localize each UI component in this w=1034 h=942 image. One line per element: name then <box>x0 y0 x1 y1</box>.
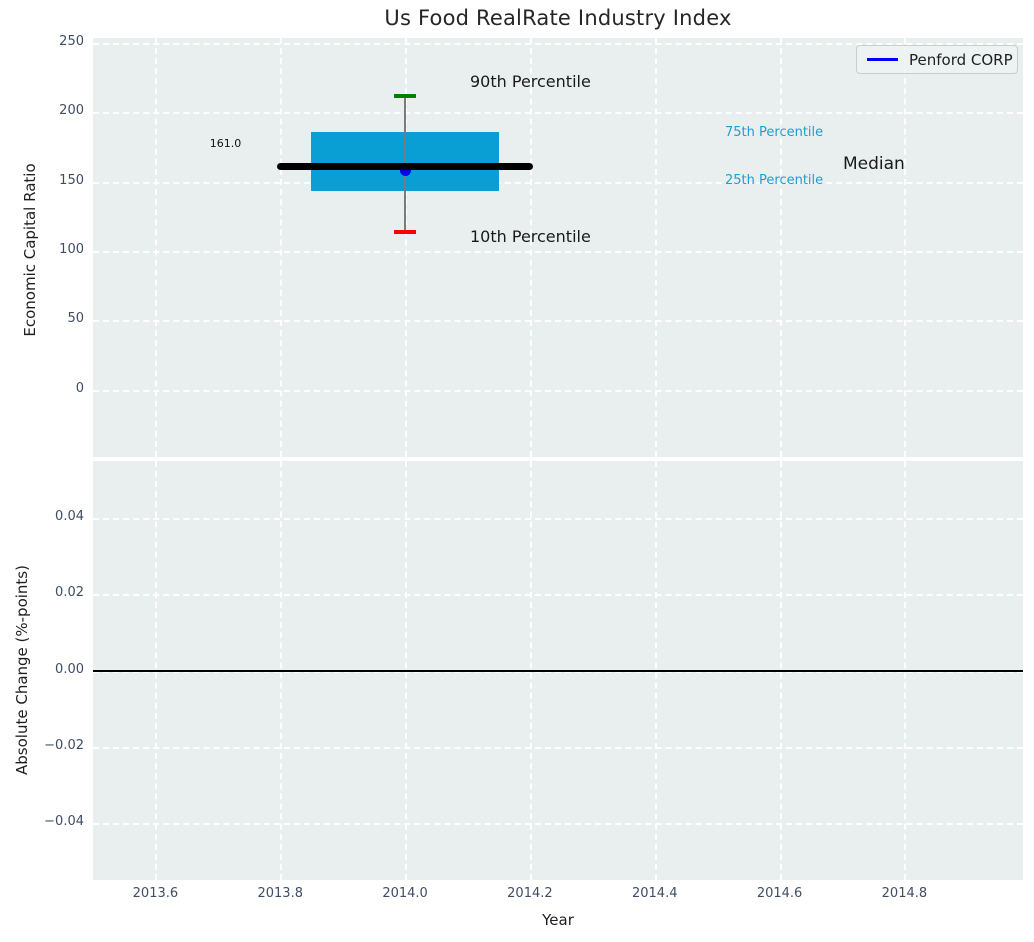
x-tick-label: 2014.2 <box>507 886 553 901</box>
annotation-75th-percentile: 75th Percentile <box>725 125 824 140</box>
y-gridline <box>93 746 1023 749</box>
y-tick-label: 0.04 <box>55 508 84 524</box>
annotation-90th-percentile: 90th Percentile <box>470 72 591 91</box>
y-tick-label: 200 <box>59 103 84 119</box>
annotation-10th-percentile: 10th Percentile <box>470 227 591 246</box>
y-gridline <box>93 250 1023 253</box>
x-tick-label: 2014.4 <box>631 886 678 901</box>
x-gridline <box>529 38 532 457</box>
y-tick-label: 50 <box>67 311 84 327</box>
y-gridline <box>93 670 1023 673</box>
y-tick-label: 100 <box>59 241 84 257</box>
y-gridline <box>93 42 1023 45</box>
company-value-marker <box>399 164 411 176</box>
x-gridline <box>155 38 158 457</box>
x-tick-label: 2014.6 <box>756 886 803 901</box>
x-axis-label: Year <box>542 911 574 929</box>
y-gridline <box>93 823 1023 826</box>
whisker-cap-90th <box>393 93 417 98</box>
x-tick-label: 2014.8 <box>881 886 928 901</box>
x-tick-label: 2014.0 <box>382 886 428 901</box>
figure-title: Us Food RealRate Industry Index <box>384 6 732 30</box>
y-gridline <box>93 181 1023 184</box>
x-gridline <box>779 38 782 457</box>
zero-line <box>93 669 1023 672</box>
y-gridline <box>93 389 1023 392</box>
y-tick-label: −0.02 <box>44 737 84 753</box>
median-value-label: 161.0 <box>209 137 242 150</box>
y-tick-label: 0.00 <box>55 661 84 677</box>
whisker-cap-10th <box>393 229 417 234</box>
legend-label: Penford CORP <box>909 50 1013 69</box>
x-gridline <box>405 38 408 457</box>
x-gridline <box>904 38 907 457</box>
y-tick-label: 150 <box>59 172 84 188</box>
x-gridline <box>280 38 283 457</box>
y-gridline <box>93 594 1023 597</box>
y-gridline <box>93 112 1023 115</box>
annotation-median: Median <box>843 154 905 174</box>
x-tick-label: 2013.8 <box>257 886 303 901</box>
legend-line-icon <box>867 58 898 61</box>
y-gridline <box>93 517 1023 520</box>
y-tick-label: 250 <box>59 33 84 49</box>
y-tick-label: 0.02 <box>55 585 84 601</box>
y-tick-label: −0.04 <box>44 814 84 830</box>
top-plot-area: 161.0 90th Percentile 10th Percentile 75… <box>93 38 1023 457</box>
x-tick-label: 2013.6 <box>132 886 179 901</box>
y-tick-label: 0 <box>75 380 84 396</box>
annotation-25th-percentile: 25th Percentile <box>725 173 824 188</box>
legend: Penford CORP <box>856 45 1018 74</box>
bottom-plot-area <box>93 461 1023 880</box>
x-gridline <box>654 38 657 457</box>
y-gridline <box>93 320 1023 323</box>
median-line <box>277 162 534 170</box>
